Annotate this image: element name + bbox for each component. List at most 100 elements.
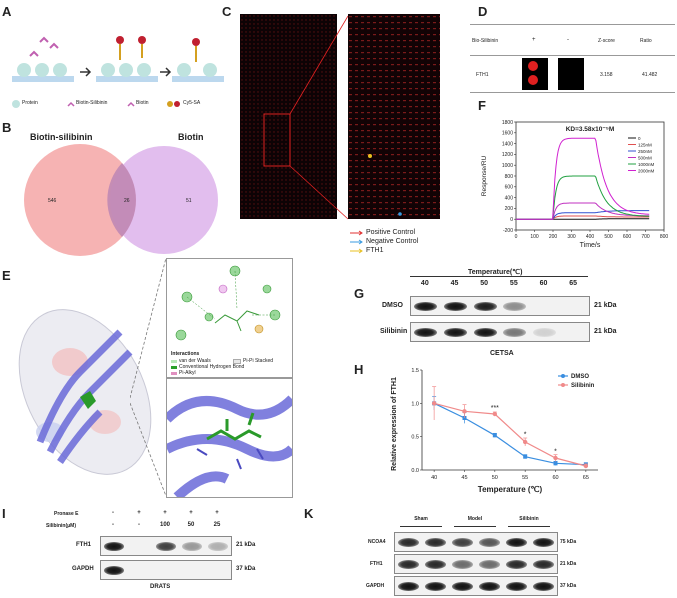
zoom-lines-svg xyxy=(289,15,349,220)
y-tick-label: 1000 xyxy=(502,163,513,169)
lane-label: + xyxy=(189,510,193,516)
spot-minus xyxy=(558,58,584,90)
legend-vdw: van der Waals xyxy=(179,358,211,364)
blot-band xyxy=(414,301,438,311)
legend-fth1: FTH1 xyxy=(350,246,470,255)
cetsa-temp-title: Temperature(℃) xyxy=(468,269,523,276)
legend-label: 2000nM xyxy=(638,168,655,173)
lane-label: 60 xyxy=(539,280,548,287)
panel-label-i: I xyxy=(2,506,6,521)
y-tick-label: 200 xyxy=(505,206,514,212)
col-minus: - xyxy=(567,37,569,43)
blot-band xyxy=(451,537,474,547)
panel-h-chart: 0.0 0.5 1.0 1.5 40 45 50 55 60 65 Temperature (℃) R… xyxy=(382,360,642,500)
k-group-label: Sham xyxy=(414,516,428,522)
blot-band xyxy=(532,327,557,337)
ratio-value: 41.482 xyxy=(642,72,658,78)
arrow-right-icon xyxy=(160,67,172,77)
drats-blot-gapdh xyxy=(100,560,232,580)
lane-label: 40 xyxy=(420,280,429,287)
panel-f-chart: -200 0 200 400 600 800 1000 1200 1400 1600 1800 0 10… xyxy=(476,110,676,250)
panel-e-protein xyxy=(10,282,160,492)
blot-band xyxy=(505,581,528,591)
x-tick-label: 300 xyxy=(567,234,576,240)
blot-band xyxy=(478,559,501,569)
y-tick-label: 0.5 xyxy=(411,435,419,441)
x-tick-label: 45 xyxy=(461,475,467,481)
data-point xyxy=(492,411,498,417)
lane-label: 100 xyxy=(159,522,170,528)
silibinin-conc-label: Silibinin(μM) xyxy=(46,523,76,529)
membrane-2 xyxy=(96,76,158,82)
venn-circle-left xyxy=(24,144,136,256)
microarray-zoom-svg xyxy=(348,14,440,219)
legend-label: 500nM xyxy=(638,155,652,160)
lane-label: + xyxy=(137,510,141,516)
cetsa-caption: CETSA xyxy=(490,350,514,357)
legend-cy5-label: Cy5-SA xyxy=(183,100,201,106)
protein-icon xyxy=(53,63,67,77)
blot-band xyxy=(532,581,555,591)
y-tick-label: 1400 xyxy=(502,141,513,147)
panel-label-d: D xyxy=(478,4,488,19)
lane-label: - xyxy=(138,522,140,528)
arrow-icon xyxy=(350,248,363,253)
y-tick-label: 1.5 xyxy=(411,368,419,374)
legend-biotin-label: Biotin xyxy=(136,100,149,106)
panel-label-e: E xyxy=(2,268,11,283)
blot-band xyxy=(478,581,501,591)
significance-mark: * xyxy=(554,448,557,455)
panel-a-schematic: Protein Biotin-Silibinin Biotin Cy5-SA xyxy=(10,18,225,113)
legend-pi-pi: Pi-Pi Stacked xyxy=(243,358,274,364)
x-tick-label: 40 xyxy=(431,475,437,481)
panel-b-venn: Biotin-silibinin Biotin 546 26 51 xyxy=(8,128,238,258)
arrow-right-icon xyxy=(80,67,92,77)
binding-pocket-svg xyxy=(163,395,296,501)
significance-mark: *** xyxy=(491,405,499,412)
cetsa-line-DMSO xyxy=(433,402,586,466)
panel-label-f: F xyxy=(478,98,486,113)
blot-band xyxy=(532,559,555,569)
venn-right-title: Biotin xyxy=(178,132,204,142)
temp-line xyxy=(410,276,588,277)
k-gapdh-size: 37 kDa xyxy=(560,583,577,589)
legend-label: 0 xyxy=(638,136,641,141)
lane-label: 25 xyxy=(213,522,221,528)
k-group-label: Silibinin xyxy=(519,516,539,522)
k-group-line xyxy=(508,526,550,527)
k-blot-gapdh xyxy=(394,576,558,596)
col-bio-silibinin: Bio-Silibinin xyxy=(472,38,499,44)
lane-label: 55 xyxy=(509,280,518,287)
lane-label: + xyxy=(163,510,167,516)
y-tick-label: 600 xyxy=(505,185,514,191)
legend-label: DMSO xyxy=(571,374,589,380)
membrane-3 xyxy=(172,76,224,82)
protein-icon xyxy=(119,63,133,77)
k-group-label: Model xyxy=(467,516,483,522)
data-point xyxy=(583,463,589,469)
x-tick-label: 50 xyxy=(492,475,498,481)
data-point xyxy=(523,454,528,459)
panel-label-a: A xyxy=(2,4,12,19)
lane-label: 65 xyxy=(569,280,578,287)
protein-structure-svg xyxy=(18,309,152,475)
cetsa-temps: 40 45 50 55 60 65 xyxy=(410,280,588,292)
legend-label: Silibinin xyxy=(571,383,595,389)
k-group-line xyxy=(400,526,442,527)
protein-icon xyxy=(101,63,115,77)
arrow-icon xyxy=(350,230,363,235)
y-tick-label: 1800 xyxy=(502,120,513,126)
microarray-zoom xyxy=(348,14,440,219)
panel-c-legend: Positive Control Negative Control FTH1 xyxy=(350,228,470,255)
x-tick-label: 600 xyxy=(623,234,632,240)
blot-band xyxy=(181,541,203,551)
negative-control-spot xyxy=(398,212,402,216)
x-axis-label: Temperature (℃) xyxy=(478,485,543,494)
y-tick-label: 1600 xyxy=(502,131,513,137)
panel-e-3d-pocket xyxy=(163,378,296,501)
legend-biotin-icon xyxy=(127,101,135,107)
panel-c-microarray xyxy=(240,14,440,224)
x-tick-label: 100 xyxy=(530,234,539,240)
k-row-ncoa4-label: NCOA4 xyxy=(368,539,386,545)
legend-biotin-silibinin-icon xyxy=(67,101,75,107)
